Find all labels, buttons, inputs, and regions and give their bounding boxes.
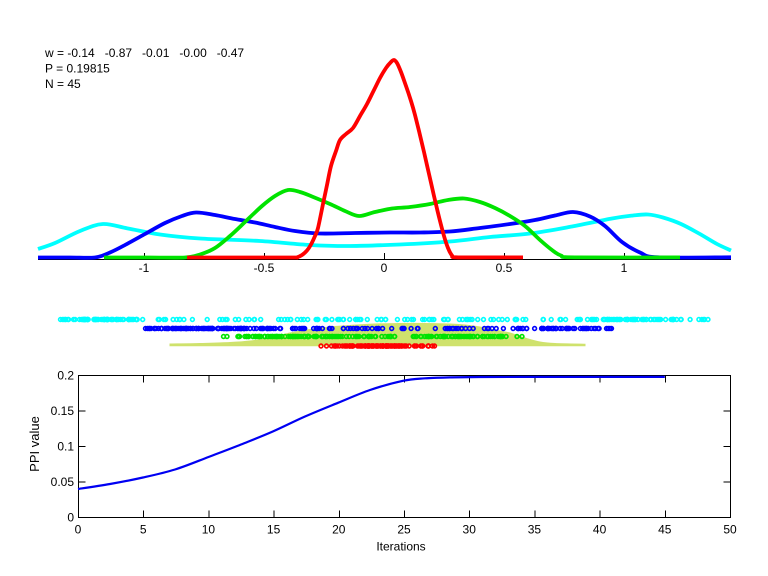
svg-text:45: 45: [658, 523, 672, 537]
svg-text:0.15: 0.15: [51, 404, 75, 418]
svg-text:0.05: 0.05: [51, 475, 75, 489]
svg-text:-1: -1: [139, 261, 150, 275]
svg-text:0: 0: [381, 261, 388, 275]
svg-text:20: 20: [332, 523, 346, 537]
svg-text:25: 25: [397, 523, 411, 537]
svg-text:N = 45: N = 45: [45, 77, 81, 91]
svg-text:Iterations: Iterations: [376, 540, 425, 554]
svg-text:0.5: 0.5: [496, 261, 513, 275]
svg-text:0.1: 0.1: [57, 440, 74, 454]
svg-text:35: 35: [528, 523, 542, 537]
svg-text:30: 30: [463, 523, 477, 537]
svg-text:40: 40: [593, 523, 607, 537]
svg-text:0: 0: [75, 523, 82, 537]
svg-text:-0.5: -0.5: [254, 261, 275, 275]
svg-text:w = -0.14 -0.87 -0.01 -0: w = -0.14 -0.87 -0.01 -0.00 -0.47: [44, 46, 244, 60]
svg-text:P = 0.19815: P = 0.19815: [45, 62, 110, 76]
svg-text:50: 50: [723, 523, 737, 537]
svg-text:10: 10: [202, 523, 216, 537]
svg-text:1: 1: [621, 261, 628, 275]
svg-text:0: 0: [67, 511, 74, 525]
svg-text:15: 15: [267, 523, 281, 537]
svg-text:PPI value: PPI value: [27, 416, 42, 472]
svg-text:5: 5: [140, 523, 147, 537]
svg-text:0.2: 0.2: [57, 369, 74, 383]
